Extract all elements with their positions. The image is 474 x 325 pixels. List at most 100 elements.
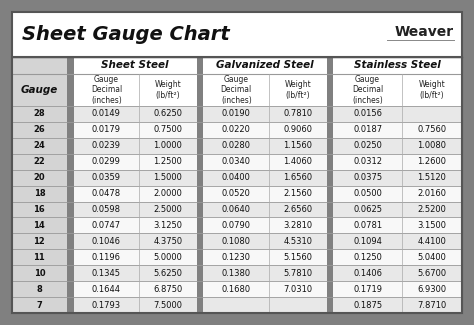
- Text: 14: 14: [34, 221, 45, 230]
- Bar: [67, 202, 73, 217]
- Bar: [203, 265, 327, 281]
- Text: 0.1793: 0.1793: [92, 301, 121, 309]
- Bar: [73, 57, 197, 74]
- Bar: [203, 138, 327, 154]
- Bar: [333, 217, 462, 233]
- Bar: [73, 249, 197, 265]
- Text: 4.3750: 4.3750: [154, 237, 182, 246]
- Bar: [327, 106, 333, 122]
- Bar: [73, 297, 197, 313]
- Text: 7.0310: 7.0310: [283, 285, 312, 293]
- Bar: [327, 233, 333, 249]
- Text: 22: 22: [34, 157, 45, 166]
- Text: 5.0400: 5.0400: [418, 253, 447, 262]
- Bar: [333, 122, 462, 138]
- Text: 0.0520: 0.0520: [222, 189, 251, 198]
- Text: 0.1230: 0.1230: [222, 253, 251, 262]
- Text: 0.6250: 0.6250: [154, 110, 182, 118]
- Bar: [203, 74, 327, 106]
- Bar: [12, 138, 67, 154]
- Text: 4.5310: 4.5310: [283, 237, 312, 246]
- Bar: [333, 154, 462, 170]
- Bar: [67, 217, 73, 233]
- Bar: [327, 138, 333, 154]
- Bar: [327, 154, 333, 170]
- Text: Galvanized Steel: Galvanized Steel: [216, 60, 314, 71]
- Bar: [333, 74, 462, 106]
- Bar: [12, 122, 67, 138]
- Text: 0.0239: 0.0239: [92, 141, 121, 150]
- Bar: [197, 186, 203, 202]
- Bar: [327, 297, 333, 313]
- Bar: [327, 57, 333, 74]
- Bar: [197, 74, 203, 106]
- Bar: [12, 170, 67, 186]
- Bar: [197, 297, 203, 313]
- Bar: [73, 74, 197, 106]
- Bar: [12, 57, 462, 313]
- Text: Weaver: Weaver: [395, 24, 454, 38]
- Bar: [67, 57, 73, 74]
- Bar: [12, 265, 67, 281]
- Text: 2.5200: 2.5200: [418, 205, 447, 214]
- Bar: [67, 233, 73, 249]
- Bar: [73, 217, 197, 233]
- Bar: [67, 186, 73, 202]
- Text: 0.0190: 0.0190: [222, 110, 251, 118]
- Text: 2.5000: 2.5000: [154, 205, 182, 214]
- Bar: [73, 233, 197, 249]
- Bar: [73, 265, 197, 281]
- Text: 0.0640: 0.0640: [222, 205, 251, 214]
- Bar: [197, 138, 203, 154]
- Text: Stainless Steel: Stainless Steel: [355, 60, 441, 71]
- Text: 1.6560: 1.6560: [283, 173, 312, 182]
- Text: 1.5120: 1.5120: [418, 173, 447, 182]
- Bar: [197, 122, 203, 138]
- Bar: [333, 249, 462, 265]
- Text: 0.0359: 0.0359: [92, 173, 121, 182]
- Bar: [73, 106, 197, 122]
- Text: 10: 10: [34, 269, 45, 278]
- Bar: [333, 202, 462, 217]
- Text: Sheet Steel: Sheet Steel: [101, 60, 169, 71]
- Text: 0.0478: 0.0478: [92, 189, 121, 198]
- Bar: [203, 249, 327, 265]
- Text: 26: 26: [34, 125, 45, 134]
- Text: 2.0160: 2.0160: [418, 189, 447, 198]
- Bar: [12, 106, 67, 122]
- Bar: [12, 74, 67, 106]
- Text: 0.0299: 0.0299: [92, 157, 121, 166]
- Text: 0.7810: 0.7810: [283, 110, 312, 118]
- Text: 5.6250: 5.6250: [154, 269, 182, 278]
- Text: 0.7560: 0.7560: [417, 125, 447, 134]
- Text: 7.5000: 7.5000: [154, 301, 182, 309]
- Text: 0.0149: 0.0149: [92, 110, 121, 118]
- Bar: [12, 249, 67, 265]
- Bar: [12, 57, 67, 74]
- Text: 2.1560: 2.1560: [283, 189, 312, 198]
- Text: 5.7810: 5.7810: [283, 269, 312, 278]
- Bar: [12, 202, 67, 217]
- Text: 7.8710: 7.8710: [417, 301, 447, 309]
- Bar: [67, 265, 73, 281]
- Bar: [333, 281, 462, 297]
- Text: 0.1250: 0.1250: [353, 253, 382, 262]
- Text: 5.1560: 5.1560: [283, 253, 312, 262]
- Text: 0.0280: 0.0280: [222, 141, 251, 150]
- Bar: [73, 186, 197, 202]
- Bar: [67, 74, 73, 106]
- Bar: [12, 217, 67, 233]
- Bar: [333, 297, 462, 313]
- Bar: [67, 297, 73, 313]
- Bar: [203, 57, 327, 74]
- Bar: [333, 138, 462, 154]
- Text: 0.0250: 0.0250: [353, 141, 382, 150]
- Bar: [73, 281, 197, 297]
- Text: 4.4100: 4.4100: [418, 237, 447, 246]
- Bar: [203, 281, 327, 297]
- Bar: [203, 202, 327, 217]
- Text: 5.0000: 5.0000: [154, 253, 182, 262]
- Text: 0.0500: 0.0500: [353, 189, 382, 198]
- Bar: [73, 170, 197, 186]
- Text: Sheet Gauge Chart: Sheet Gauge Chart: [22, 25, 230, 44]
